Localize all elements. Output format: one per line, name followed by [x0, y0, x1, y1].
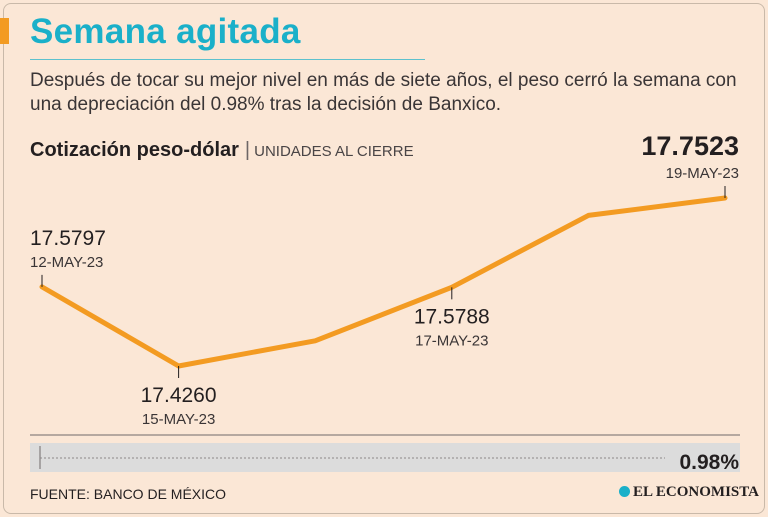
data-value-label: 17.5788	[414, 305, 490, 328]
data-date-label: 19-MAY-23	[666, 165, 739, 182]
page-title: Semana agitada	[30, 12, 301, 51]
data-value-label: 17.5797	[30, 227, 106, 250]
title-accent-bar	[0, 18, 9, 44]
brand-logo-icon	[619, 486, 630, 497]
data-date-label: 17-MAY-23	[415, 332, 488, 349]
chart-unit-label: UNIDADES AL CIERRE	[254, 143, 414, 160]
brand-name: EL ECONOMISTA	[633, 484, 759, 500]
title-underline	[30, 59, 425, 60]
data-point	[449, 285, 454, 290]
series-layer	[39, 195, 728, 369]
data-date-label: 15-MAY-23	[142, 411, 215, 428]
brand-logo: EL ECONOMISTA	[619, 484, 759, 501]
chart-title: Cotización peso-dólar	[30, 139, 239, 161]
infographic-frame	[3, 3, 765, 514]
chart-header-separator: |	[244, 139, 251, 161]
series-line	[39, 195, 728, 369]
page-subtitle: Después de tocar su mejor nivel en más d…	[30, 70, 737, 115]
data-value-label: 17.7523	[641, 131, 739, 161]
data-value-label: 17.4260	[141, 384, 217, 407]
change-bar-label: 0.98%	[679, 451, 739, 474]
label-layer: 17.5797 12-MAY-23 17.4260 15-MAY-23 17.5788 1…	[30, 131, 739, 428]
data-date-label: 12-MAY-23	[30, 254, 103, 271]
data-point	[313, 338, 318, 343]
chart-header: Cotización peso-dólar | UNIDADES AL CIERRE	[30, 139, 414, 162]
data-point	[586, 213, 591, 218]
change-bar: 0.98%	[30, 443, 740, 474]
source-note: FUENTE: BANCO DE MÉXICO	[30, 486, 227, 502]
